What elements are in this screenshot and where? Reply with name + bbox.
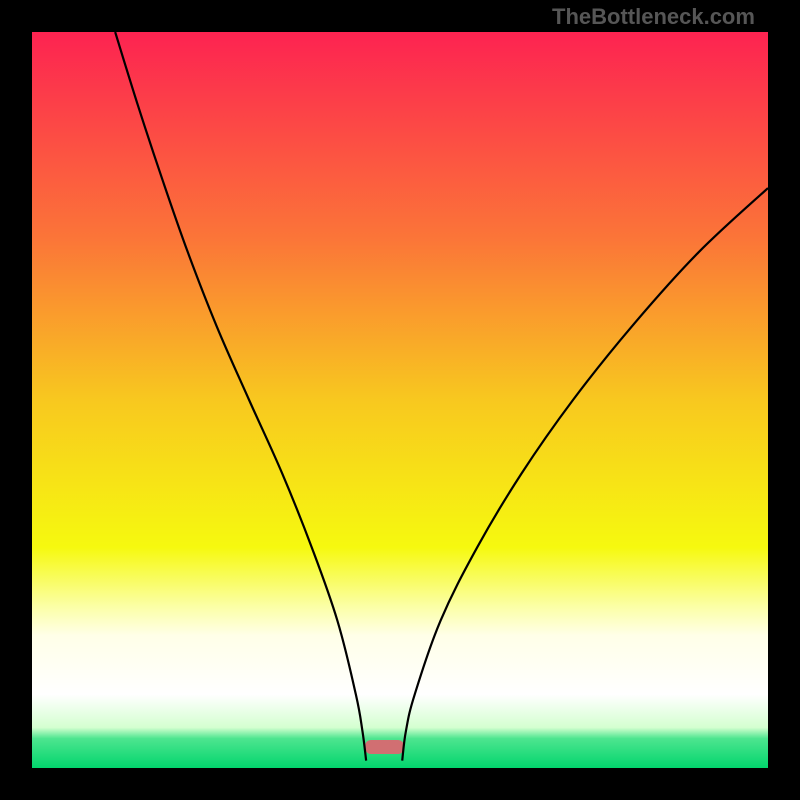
border-right: [768, 0, 800, 800]
bottom-marker: [365, 740, 405, 754]
attribution-label: TheBottleneck.com: [552, 4, 755, 30]
plot-area: [32, 32, 768, 768]
chart-canvas: TheBottleneck.com: [0, 0, 800, 800]
border-left: [0, 0, 32, 800]
border-bottom: [0, 768, 800, 800]
